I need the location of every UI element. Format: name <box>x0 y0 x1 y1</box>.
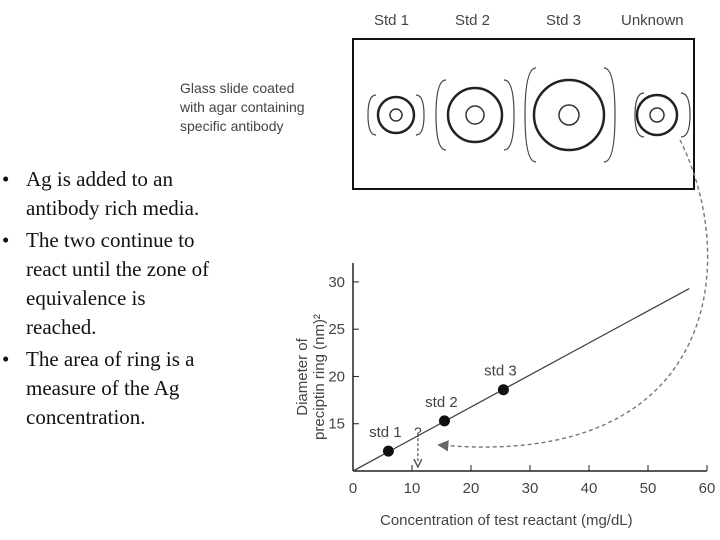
ring-std2 <box>435 79 515 151</box>
bullet-dot-icon: • <box>2 228 10 252</box>
bullet-list: • Ag is added to an antibody rich media.… <box>0 165 270 435</box>
x-tick-label: 0 <box>349 480 357 497</box>
data-point <box>382 445 394 457</box>
y-tick-label: 25 <box>328 321 345 338</box>
y-tick-label: 20 <box>328 368 345 385</box>
x-tick-label: 10 <box>404 480 421 497</box>
bullet-line: concentration. <box>26 405 146 429</box>
bullet-item: • Ag is added to an antibody rich media. <box>0 165 270 223</box>
unknown-marker-label: ? <box>414 424 422 440</box>
ring-std1 <box>367 94 425 136</box>
x-tick-label: 30 <box>522 480 539 497</box>
header-std2: Std 2 <box>455 12 491 29</box>
slide-description: Glass slide coated with agar containing … <box>180 79 305 136</box>
diffusion-rings <box>367 67 691 163</box>
chart-x-axis-label: Concentration of test reactant (mg/dL) <box>380 512 633 529</box>
bullet-item: • The two continue to react until the zo… <box>0 226 270 342</box>
x-tick-label: 50 <box>640 480 657 497</box>
bullet-dot-icon: • <box>2 347 10 371</box>
slide-description-line: Glass slide coated <box>180 80 295 96</box>
x-tick-label: 20 <box>463 480 480 497</box>
chart-axes <box>352 263 707 472</box>
bullet-line: The two continue to <box>26 228 195 252</box>
bullet-item: • The area of ring is a measure of the A… <box>0 345 270 432</box>
chart-unknown-marker: ? <box>413 424 423 469</box>
bullet-line: The area of ring is a <box>26 347 195 371</box>
chart-points: std 1 std 2 std 3 <box>369 363 517 457</box>
slide-description-line: specific antibody <box>180 118 284 134</box>
data-point <box>497 384 509 396</box>
data-point-label: std 3 <box>484 363 517 380</box>
bullet-line: measure of the Ag <box>26 376 180 400</box>
header-std3: Std 3 <box>546 12 582 29</box>
header-unknown: Unknown <box>621 12 684 29</box>
bullet-line: Ag is added to an <box>26 167 173 191</box>
bullet-line: antibody rich media. <box>26 196 200 220</box>
x-tick-label: 60 <box>699 480 716 497</box>
data-point <box>438 415 450 427</box>
slide-description-line: with agar containing <box>180 99 305 115</box>
bullet-dot-icon: • <box>2 167 10 191</box>
ring-unknown <box>634 92 691 138</box>
glass-slide <box>352 38 695 190</box>
chart-ticks: 0 10 20 30 40 50 60 15 20 25 30 <box>328 274 715 497</box>
chart-fit-line <box>352 287 690 472</box>
x-tick-label: 40 <box>581 480 598 497</box>
data-point-label: std 1 <box>369 424 402 441</box>
y-tick-label: 15 <box>328 416 345 433</box>
bullet-line: reached. <box>26 315 97 339</box>
unknown-drop-arrow-icon <box>413 458 423 469</box>
ring-std3 <box>524 67 616 163</box>
bullet-line: react until the zone of <box>26 257 210 281</box>
bullet-line: equivalence is <box>26 286 146 310</box>
data-point-label: std 2 <box>425 394 458 411</box>
header-std1: Std 1 <box>374 12 410 29</box>
fit-line <box>352 287 690 472</box>
y-tick-label: 30 <box>328 274 345 291</box>
connector-arrow <box>437 139 709 452</box>
